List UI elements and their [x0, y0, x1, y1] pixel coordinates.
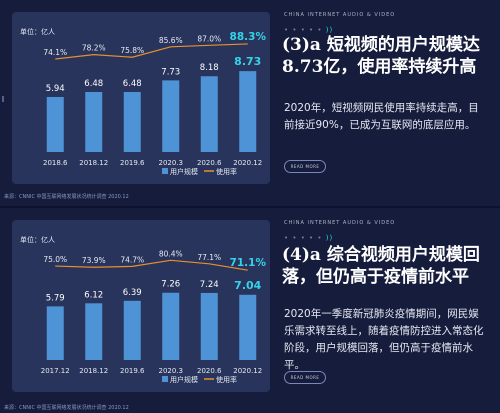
bar	[162, 80, 180, 152]
chart-card: 单位：亿人 5.79 2017.12 6.12 2018.12 6.39 2019.6 7.2…	[12, 220, 270, 392]
rate-line	[55, 43, 248, 60]
bar-value-label: 5.79	[46, 293, 65, 303]
rate-value-label: 88.3%	[230, 31, 267, 43]
panel-short-video: 单位：亿人 5.94 2018.6 6.48 2018.12 6.48 2019.6 7.73…	[0, 0, 500, 206]
rate-value-label: 87.0%	[197, 34, 221, 43]
x-tick-label: 2019.6	[120, 159, 145, 167]
panel-description: 2020年一季度新冠肺炎疫情期间，网民娱乐需求转至线上，随着疫情防控进入常态化阶…	[284, 308, 484, 371]
section-tag: CHINA INTERNET AUDIO & VIDEO	[284, 220, 396, 226]
rate-value-label: 74.7%	[120, 255, 144, 264]
section-tag: CHINA INTERNET AUDIO & VIDEO	[284, 12, 396, 18]
rate-value-label: 71.1%	[230, 257, 267, 269]
x-tick-label: 2020.3	[159, 159, 184, 167]
rate-value-label: 75.8%	[120, 46, 144, 55]
bar-value-label: 8.73	[234, 55, 261, 68]
unit-label: 单位：亿人	[20, 235, 55, 244]
bar-value-label: 6.48	[123, 79, 142, 89]
x-tick-label: 2019.6	[120, 367, 145, 375]
bar-value-label: 5.94	[46, 84, 65, 94]
legend-bar-swatch	[162, 376, 168, 382]
divider	[0, 206, 500, 208]
rate-value-label: 80.4%	[159, 249, 183, 258]
legend-bar-swatch	[162, 168, 168, 174]
read-more-button[interactable]: READ MORE	[284, 160, 326, 173]
bar	[200, 76, 218, 152]
legend-line-label: 使用率	[216, 167, 237, 176]
bar-value-label: 6.48	[84, 79, 103, 89]
bar-value-label: 7.26	[161, 280, 180, 290]
bar	[46, 306, 64, 360]
bar-value-label: 7.24	[200, 280, 219, 290]
bar	[239, 71, 257, 152]
progress-dots: • • • • • ))	[284, 234, 334, 242]
bar-value-label: 7.04	[234, 279, 261, 292]
rate-value-label: 74.1%	[43, 48, 67, 57]
x-tick-label: 2020.6	[197, 367, 222, 375]
source-note: 来源：CNNIC 中国互联网络发展状况统计调查 2020.12	[4, 194, 129, 200]
rate-line	[55, 259, 248, 271]
legend-bar-label: 用户规模	[170, 167, 198, 176]
rate-value-label: 78.2%	[82, 44, 106, 53]
rate-value-label: 73.9%	[82, 256, 106, 265]
x-tick-label: 2020.3	[159, 367, 184, 375]
x-tick-label: 2020.12	[233, 367, 262, 375]
x-tick-label: 2018.12	[79, 367, 108, 375]
legend-line-label: 使用率	[216, 375, 237, 384]
bar	[239, 294, 257, 360]
legend-bar-label: 用户规模	[170, 375, 198, 384]
panel-heading: (4)a 综合视频用户规模回落，但仍高于疫情前水平	[282, 245, 480, 287]
panel-general-video: 单位：亿人 5.79 2017.12 6.12 2018.12 6.39 2019.6 7.2…	[0, 208, 500, 413]
bar-value-label: 6.12	[84, 290, 103, 300]
progress-dots: • • • • • ))	[284, 26, 334, 34]
bar	[85, 303, 103, 360]
rate-value-label: 77.1%	[197, 253, 221, 262]
x-tick-label: 2017.12	[41, 367, 70, 375]
rate-value-label: 75.0%	[43, 255, 67, 264]
source-note: 来源：CNNIC 中国互联网络发展状况统计调查 2020.12	[4, 405, 129, 411]
bar	[123, 91, 141, 152]
bar	[85, 91, 103, 152]
x-tick-label: 2020.6	[197, 159, 222, 167]
panel-heading: (3)a 短视频的用户规模达8.73亿，使用率持续升高	[282, 35, 480, 77]
panel-description: 2020年，短视频网民使用率持续走高，目前接近90%，已成为互联网的底层应用。	[284, 102, 479, 131]
x-tick-label: 2020.12	[233, 159, 262, 167]
unit-label: 单位：亿人	[20, 27, 55, 36]
x-tick-label: 2018.12	[79, 159, 108, 167]
short-video-chart: 单位：亿人 5.94 2018.6 6.48 2018.12 6.48 2019.6 7.73…	[20, 27, 267, 176]
bar	[46, 96, 64, 152]
general-video-chart: 单位：亿人 5.79 2017.12 6.12 2018.12 6.39 2019.6 7.2…	[20, 235, 267, 384]
bar	[162, 292, 180, 360]
edge-marker	[2, 96, 4, 102]
x-tick-label: 2018.6	[43, 159, 68, 167]
chart-card: 单位：亿人 5.94 2018.6 6.48 2018.12 6.48 2019.6 7.73…	[12, 12, 270, 184]
bar-value-label: 8.18	[200, 63, 219, 73]
bar	[200, 292, 218, 360]
read-more-button[interactable]: READ MORE	[284, 371, 326, 384]
bar-value-label: 7.73	[161, 67, 180, 77]
bar-value-label: 6.39	[123, 288, 142, 298]
rate-value-label: 85.6%	[159, 36, 183, 45]
bar	[123, 300, 141, 360]
